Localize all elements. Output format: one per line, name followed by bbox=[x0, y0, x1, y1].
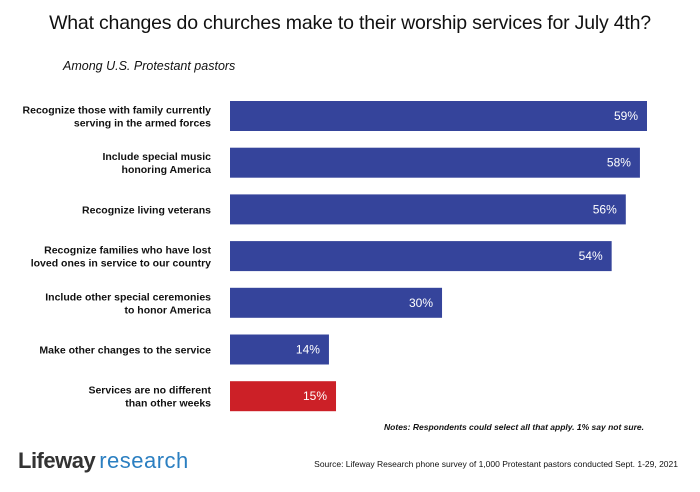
value-label-5: 14% bbox=[296, 343, 320, 357]
value-label-2: 56% bbox=[593, 202, 617, 216]
category-label-4: Include other special ceremonies to honor… bbox=[45, 291, 211, 316]
category-label-line: serving in the armed forces bbox=[74, 118, 211, 130]
category-label-line: Recognize living veterans bbox=[82, 204, 211, 216]
logo-research: research bbox=[99, 448, 189, 473]
category-label-line: Recognize those with family currently bbox=[23, 105, 212, 117]
value-label-6: 15% bbox=[303, 389, 327, 403]
bar-0 bbox=[230, 101, 647, 131]
category-label-3: Recognize families who have lost loved on… bbox=[31, 245, 212, 270]
category-label-0: Recognize those with family currently ser… bbox=[23, 105, 212, 130]
logo-brand: Lifeway bbox=[18, 448, 96, 473]
category-label-5: Make other changes to the service bbox=[39, 345, 211, 357]
chart-subtitle: Among U.S. Protestant pastors bbox=[63, 59, 236, 73]
bar-chart: 59% Recognize those with family currently… bbox=[23, 101, 647, 412]
chart-source: Source: Lifeway Research phone survey of… bbox=[314, 459, 678, 469]
category-label-1: Include special music honoring America bbox=[102, 151, 211, 176]
value-label-1: 58% bbox=[607, 156, 631, 170]
bar-3 bbox=[230, 241, 612, 272]
category-label-line: Recognize families who have lost bbox=[44, 245, 211, 257]
bar-5 bbox=[230, 334, 329, 365]
lifeway-research-logo: Lifeway research bbox=[18, 448, 189, 474]
value-label-4: 30% bbox=[409, 296, 433, 310]
category-label-line: than other weeks bbox=[125, 398, 211, 410]
chart-notes: Notes: Respondents could select all that… bbox=[384, 422, 644, 432]
category-label-2: Recognize living veterans bbox=[82, 204, 211, 216]
category-label-6: Services are no different than other week… bbox=[88, 385, 211, 410]
bar-2 bbox=[230, 194, 626, 225]
value-label-3: 54% bbox=[579, 249, 603, 263]
category-label-line: Include special music bbox=[102, 151, 211, 163]
bar-4 bbox=[230, 287, 443, 318]
chart-title: What changes do churches make to their w… bbox=[49, 12, 651, 34]
value-label-0: 59% bbox=[614, 109, 638, 123]
category-label-line: to honor America bbox=[124, 304, 211, 316]
category-label-line: Include other special ceremonies bbox=[45, 291, 211, 303]
category-label-line: Services are no different bbox=[88, 385, 211, 397]
category-label-line: honoring America bbox=[122, 164, 212, 176]
bar-6 bbox=[230, 381, 337, 412]
bar-1 bbox=[230, 147, 640, 178]
category-label-line: Make other changes to the service bbox=[39, 345, 211, 357]
category-label-line: loved ones in service to our country bbox=[31, 258, 211, 270]
